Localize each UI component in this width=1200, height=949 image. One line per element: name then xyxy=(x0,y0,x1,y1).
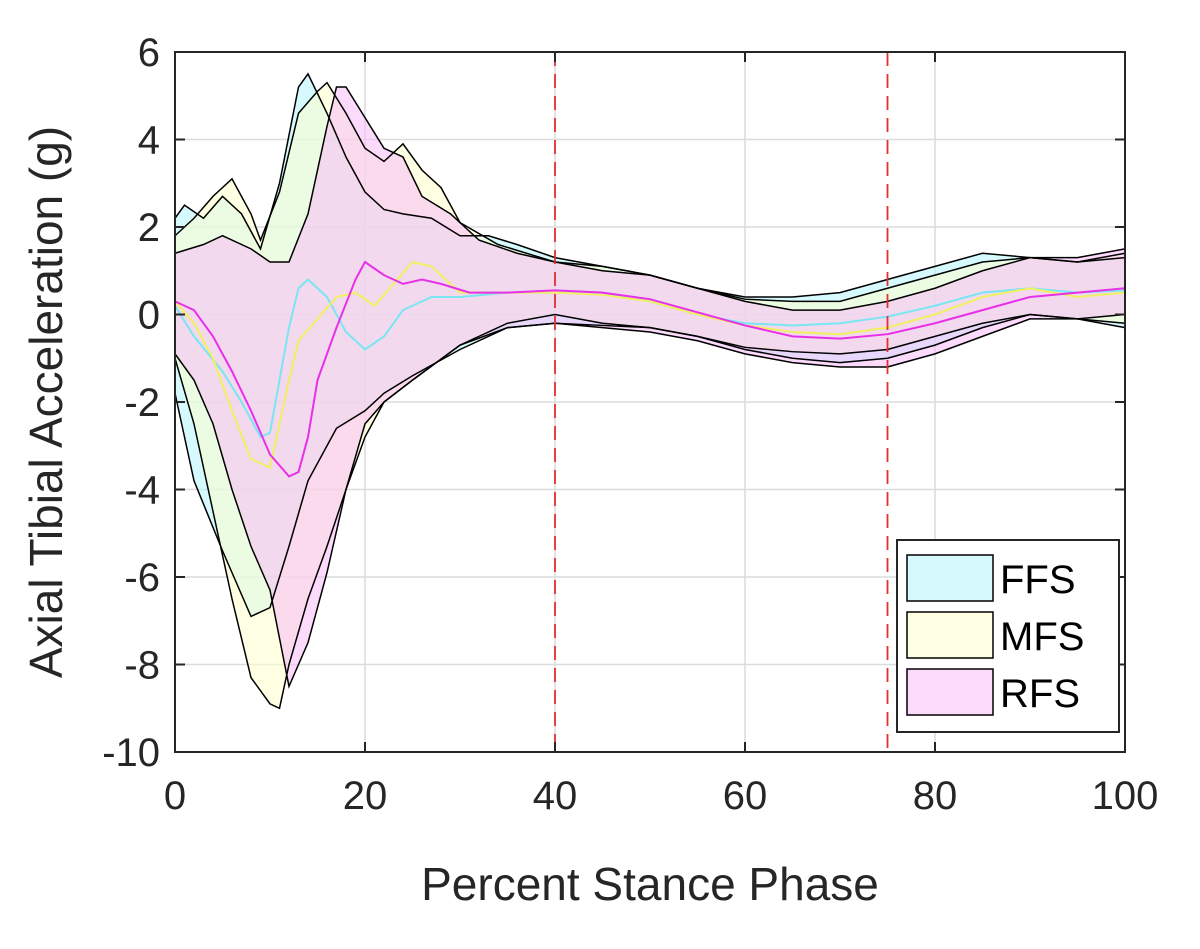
y-tick-label: 2 xyxy=(138,206,160,250)
x-axis-label: Percent Stance Phase xyxy=(421,858,879,910)
x-tick-label: 100 xyxy=(1092,774,1159,818)
y-tick-label: -8 xyxy=(124,644,160,688)
y-tick-labels: -10 -8 -6 -4 -2 0 2 4 6 xyxy=(102,31,1125,775)
x-tick-label: 0 xyxy=(164,774,186,818)
band-edge-upper-rfs xyxy=(174,86,1126,311)
y-tick-label: 0 xyxy=(138,294,160,338)
y-axis-label: Axial Tibial Acceleration (g) xyxy=(20,126,72,678)
legend-swatch-ffs xyxy=(906,554,994,602)
y-tick-label: 6 xyxy=(138,31,160,75)
x-tick-label: 40 xyxy=(533,774,578,818)
legend-swatch-rfs xyxy=(906,668,994,716)
band-edge-upper-mfs xyxy=(174,81,1126,303)
y-tick-label: 4 xyxy=(138,119,160,163)
x-tick-label: 80 xyxy=(913,774,958,818)
y-tick-label: -6 xyxy=(124,556,160,600)
mean-line-rfs xyxy=(174,260,1126,478)
band-rfs xyxy=(175,87,1125,687)
y-tick-label: -2 xyxy=(124,381,160,425)
legend-swatch-mfs xyxy=(906,611,994,659)
legend: FFS MFS RFS xyxy=(896,539,1120,733)
x-tick-labels: 0 20 40 60 80 100 xyxy=(164,52,1159,818)
reference-lines xyxy=(554,52,889,752)
y-tick-label: -10 xyxy=(102,731,160,775)
y-tick-label: -4 xyxy=(124,469,160,513)
legend-label-mfs: MFS xyxy=(1000,615,1084,659)
band-edge-lower-rfs xyxy=(174,313,1126,689)
x-tick-label: 60 xyxy=(723,774,768,818)
legend-label-rfs: RFS xyxy=(1000,672,1080,716)
x-tick-label: 20 xyxy=(343,774,388,818)
legend-label-ffs: FFS xyxy=(1000,558,1076,602)
